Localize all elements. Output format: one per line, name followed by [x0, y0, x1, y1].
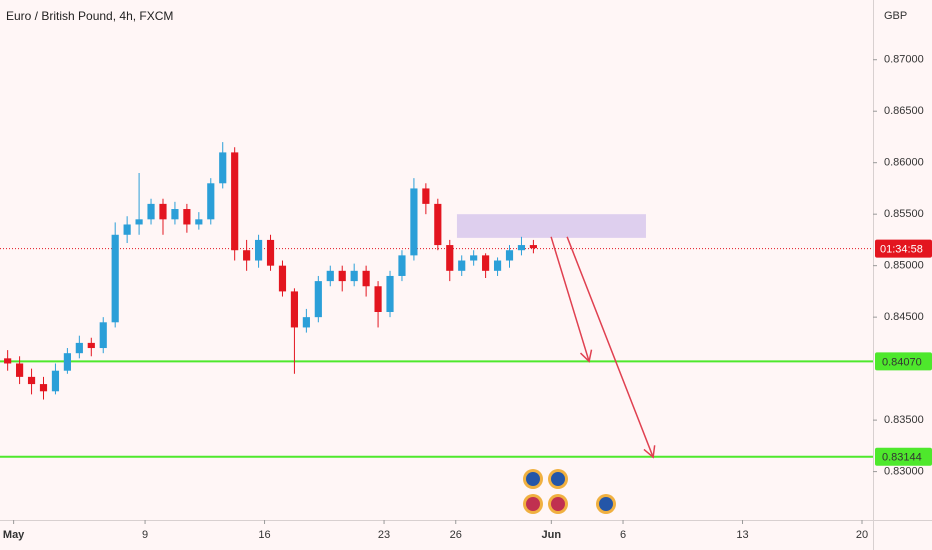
currency-label: GBP: [884, 10, 907, 22]
y-tick-label: 0.85000: [884, 260, 924, 272]
candle-body: [517, 245, 526, 251]
candle-body: [505, 250, 514, 261]
candle-body: [314, 281, 322, 318]
candle-body: [219, 152, 227, 184]
countdown-label: 01:34:58: [880, 244, 923, 256]
y-tick-label: 0.85500: [884, 208, 924, 220]
x-tick-label: 9: [142, 529, 148, 541]
candle-body: [350, 270, 358, 282]
candle-body: [111, 234, 119, 323]
event-icon: [599, 497, 613, 511]
candle-body: [27, 376, 36, 385]
candle-body: [87, 342, 95, 349]
candle-body: [63, 353, 71, 371]
candle-body: [278, 265, 287, 292]
y-tick-label: 0.84500: [884, 311, 924, 323]
x-tick-label: 20: [856, 529, 868, 541]
arrow-head: [643, 445, 656, 459]
x-tick-label: 23: [378, 529, 390, 541]
candle-body: [147, 203, 155, 220]
candle-body: [493, 260, 502, 271]
event-icon: [551, 472, 565, 486]
event-icon: [551, 497, 565, 511]
candle-body: [326, 270, 334, 282]
candle-body: [386, 275, 394, 312]
candle-body: [362, 270, 370, 287]
candle-body: [75, 342, 83, 354]
candle-body: [4, 358, 12, 364]
candle-body: [529, 245, 537, 249]
chart-title: Euro / British Pound, 4h, FXCM: [6, 9, 173, 23]
candle-body: [243, 250, 251, 261]
supply-zone: [456, 214, 646, 238]
x-tick-label: 13: [736, 529, 748, 541]
candle-body: [266, 239, 275, 266]
candle-body: [135, 219, 143, 225]
y-tick-label: 0.83500: [884, 414, 924, 426]
candle-body: [302, 317, 310, 328]
candle-body: [338, 270, 346, 282]
candle-body: [183, 209, 191, 225]
arrow-shaft: [566, 236, 654, 458]
y-tick-label: 0.86500: [884, 105, 924, 117]
candle-body: [51, 370, 60, 392]
level-label: 0.83144: [882, 452, 922, 464]
candle-body: [123, 224, 131, 235]
candle-body: [422, 188, 430, 204]
event-icon: [526, 472, 540, 486]
x-tick-label: May: [3, 529, 25, 541]
event-icons: [523, 469, 616, 514]
arrow-head: [579, 349, 593, 363]
x-tick-label: 16: [258, 529, 270, 541]
candle-body: [231, 152, 239, 251]
candle-body: [99, 322, 107, 349]
candle-body: [398, 255, 406, 276]
candle-body: [207, 183, 215, 220]
candle-body: [458, 260, 466, 271]
candle-body: [410, 188, 418, 256]
y-tick-label: 0.87000: [884, 54, 924, 66]
level-label: 0.84070: [882, 356, 922, 368]
candle-body: [434, 203, 442, 246]
y-tick-label: 0.83000: [884, 466, 924, 478]
arrow-shaft: [550, 236, 590, 362]
x-tick-label: Jun: [542, 529, 562, 541]
y-tick-label: 0.86000: [884, 157, 924, 169]
candle-body: [470, 255, 478, 261]
candle-body: [374, 286, 382, 312]
candle-body: [290, 291, 299, 328]
candle-body: [16, 363, 24, 377]
candle-body: [195, 219, 203, 225]
candle-body: [159, 203, 167, 220]
event-icon: [526, 497, 540, 511]
level-label-box: [875, 352, 932, 371]
candle-body: [254, 239, 263, 261]
candle-body: [171, 209, 179, 220]
candle-body: [482, 255, 490, 271]
x-tick-label: 6: [620, 529, 626, 541]
candle-body: [446, 245, 454, 271]
candle-body: [39, 384, 48, 392]
last-price-box: [875, 239, 932, 258]
level-label-box: [875, 447, 932, 466]
x-tick-label: 26: [450, 529, 462, 541]
